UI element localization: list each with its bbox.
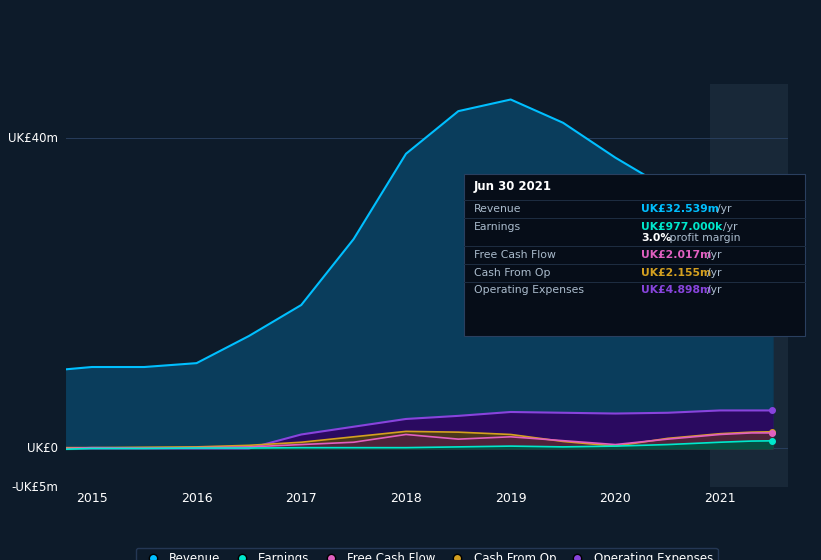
Text: -UK£5m: -UK£5m <box>11 480 58 494</box>
Text: UK£4.898m: UK£4.898m <box>641 285 711 295</box>
Text: UK£40m: UK£40m <box>8 132 58 145</box>
Text: Earnings: Earnings <box>474 222 521 232</box>
Text: UK£32.539m: UK£32.539m <box>641 204 719 214</box>
Text: UK£2.017m: UK£2.017m <box>641 250 712 260</box>
Text: Revenue: Revenue <box>474 204 521 214</box>
Text: UK£977.000k: UK£977.000k <box>641 222 722 232</box>
Text: /yr: /yr <box>717 204 731 214</box>
Text: /yr: /yr <box>723 222 737 232</box>
Text: Free Cash Flow: Free Cash Flow <box>474 250 556 260</box>
Text: Operating Expenses: Operating Expenses <box>474 285 584 295</box>
Text: /yr: /yr <box>707 268 721 278</box>
Bar <box>709 84 788 487</box>
Text: UK£2.155m: UK£2.155m <box>641 268 711 278</box>
Text: Jun 30 2021: Jun 30 2021 <box>474 180 552 193</box>
Text: /yr: /yr <box>707 285 721 295</box>
Text: profit margin: profit margin <box>666 233 741 243</box>
Text: 3.0%: 3.0% <box>641 233 672 243</box>
Legend: Revenue, Earnings, Free Cash Flow, Cash From Op, Operating Expenses: Revenue, Earnings, Free Cash Flow, Cash … <box>136 548 718 560</box>
Text: Cash From Op: Cash From Op <box>474 268 550 278</box>
Text: /yr: /yr <box>707 250 721 260</box>
Text: UK£0: UK£0 <box>27 442 58 455</box>
